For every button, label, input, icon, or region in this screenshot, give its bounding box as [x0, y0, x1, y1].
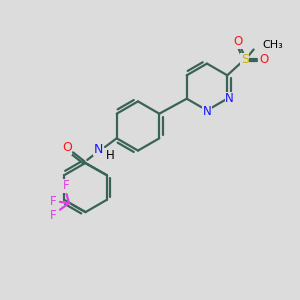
- Text: F: F: [50, 208, 56, 222]
- Text: F: F: [50, 195, 57, 208]
- Text: O: O: [233, 35, 242, 48]
- Text: CH₃: CH₃: [263, 40, 284, 50]
- Text: F: F: [63, 179, 69, 192]
- Text: O: O: [259, 53, 268, 66]
- Text: N: N: [94, 142, 104, 156]
- Text: S: S: [241, 53, 249, 66]
- Text: O: O: [62, 141, 72, 154]
- Text: N: N: [202, 105, 211, 119]
- Text: H: H: [106, 148, 115, 162]
- Text: N: N: [225, 92, 234, 105]
